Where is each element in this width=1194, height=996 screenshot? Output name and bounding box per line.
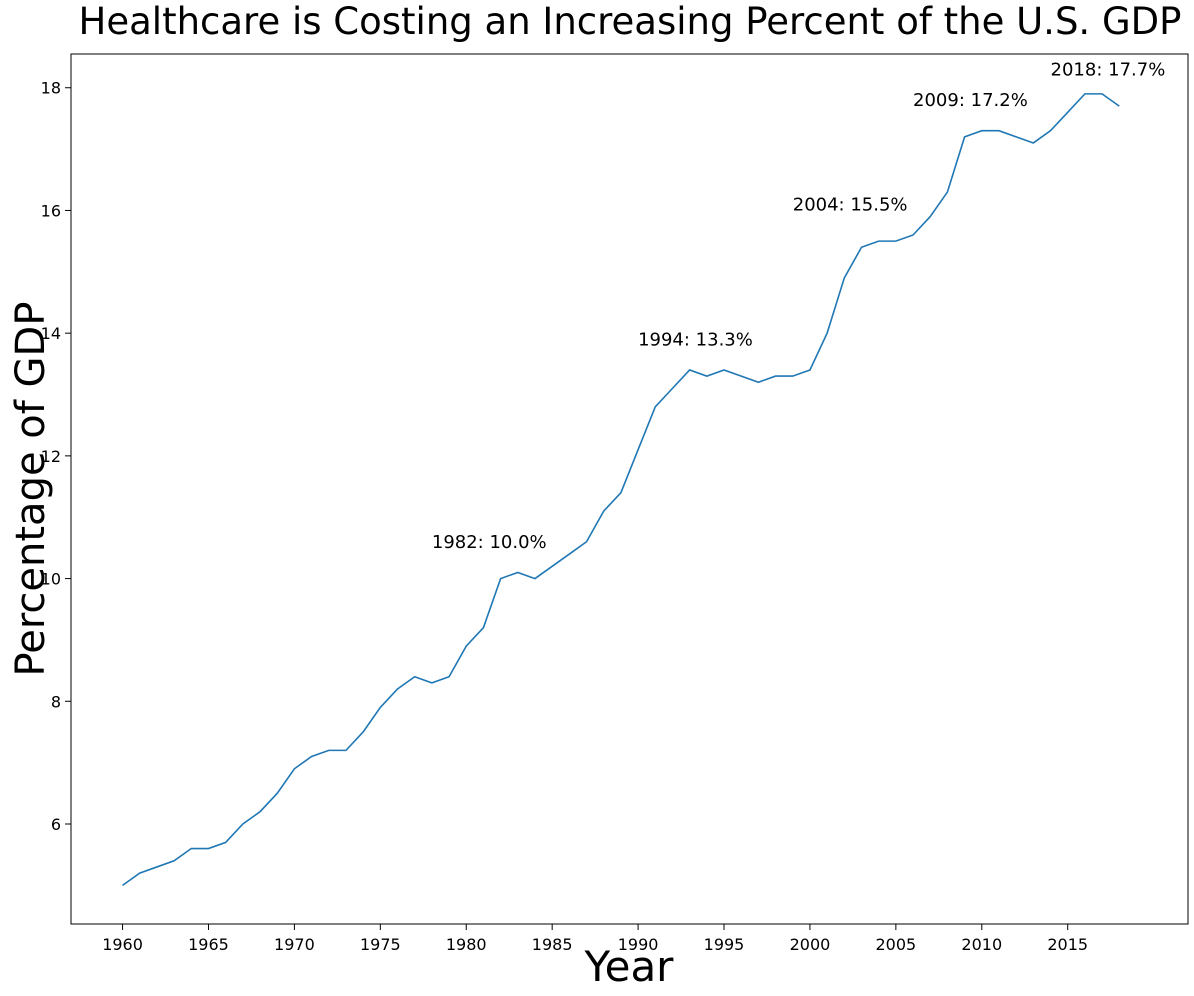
x-tick-label: 1965 [188,935,229,954]
x-tick-label: 1995 [704,935,745,954]
x-tick-label: 1970 [274,935,315,954]
x-tick-label: 2015 [1047,935,1088,954]
annotation-label: 2004: 15.5% [793,194,908,215]
x-tick-label: 1985 [532,935,573,954]
x-tick-label: 1990 [618,935,659,954]
y-tick-label: 18 [41,79,61,98]
annotations: 1982: 10.0% 1994: 13.3% 2004: 15.5% 2009: 1… [432,59,1165,552]
x-tick-label: 1960 [102,935,143,954]
annotation-label: 2018: 17.7% [1051,59,1166,80]
y-axis: 6 8 10 12 14 16 18 [41,79,71,834]
annotation-label: 1994: 13.3% [638,329,753,350]
y-tick-label: 10 [41,570,61,589]
x-axis-label: Year [584,942,675,991]
x-tick-label: 1975 [360,935,401,954]
y-tick-label: 8 [51,692,61,711]
annotation-label: 2009: 17.2% [913,90,1028,111]
y-tick-label: 6 [51,815,61,834]
annotation-label: 1982: 10.0% [432,532,547,553]
plot-area-frame [70,53,1189,925]
x-tick-label: 2005 [876,935,917,954]
chart-title: Healthcare is Costing an Increasing Perc… [79,0,1182,43]
y-tick-label: 16 [41,201,61,220]
x-tick-label: 2000 [790,935,831,954]
y-axis-label: Percentage of GDP [8,302,54,677]
x-axis: 1960 1965 1970 1975 1980 1985 1990 1995 2000 2005… [102,924,1088,954]
y-tick-label: 14 [41,324,61,343]
series-line [122,93,1120,887]
x-tick-label: 2010 [961,935,1002,954]
x-tick-label: 1980 [446,935,487,954]
y-tick-label: 12 [41,447,61,466]
